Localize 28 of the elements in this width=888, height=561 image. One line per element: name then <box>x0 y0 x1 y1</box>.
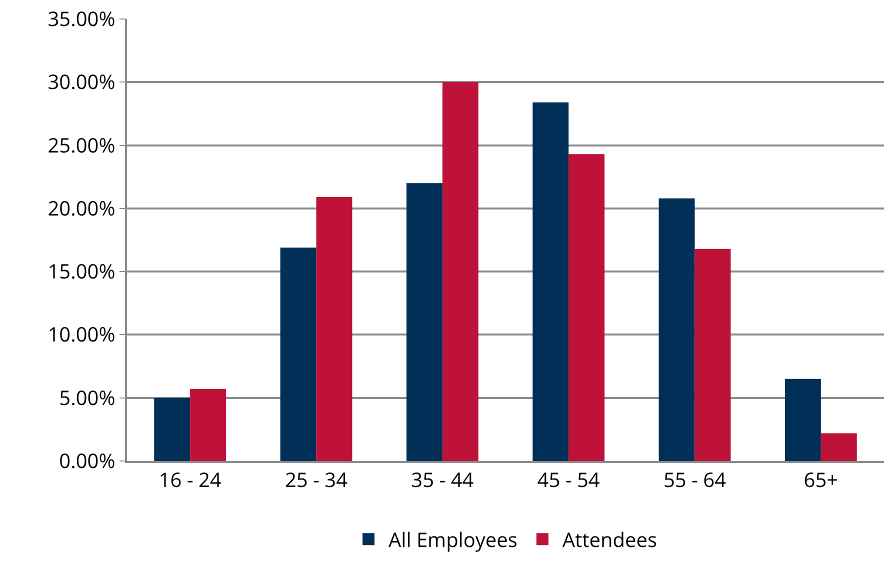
bar <box>532 102 569 461</box>
y-tick-label: 5.00% <box>59 384 116 411</box>
x-tick-label: 16 - 24 <box>158 466 222 493</box>
bar <box>658 198 695 461</box>
x-tick-label: 65+ <box>804 466 838 493</box>
bar <box>784 378 821 461</box>
bar <box>442 82 478 461</box>
bar <box>694 248 731 461</box>
x-tick-label: 45 - 54 <box>537 466 600 493</box>
bar <box>154 398 190 461</box>
y-tick-label: 15.00% <box>48 258 116 285</box>
bar <box>190 389 226 461</box>
y-tick-label: 10.00% <box>48 320 116 348</box>
x-tick-label: 25 - 34 <box>284 466 348 493</box>
bar <box>820 433 857 461</box>
x-tick-label: 55 - 64 <box>663 466 727 493</box>
y-tick-label: 25.00% <box>48 131 116 158</box>
bar <box>406 183 442 461</box>
y-tick-label: 35.00% <box>48 5 116 32</box>
bar <box>280 248 316 461</box>
x-tick-label: 35 - 44 <box>411 466 474 493</box>
legend-label: All Employees <box>388 526 518 553</box>
y-tick-label: 30.00% <box>48 68 116 96</box>
y-tick-label: 20.00% <box>48 194 116 222</box>
y-tick-label: 0.00% <box>59 447 116 474</box>
bar <box>316 197 352 461</box>
bar <box>568 154 605 461</box>
legend-label: Attendees <box>562 526 658 553</box>
